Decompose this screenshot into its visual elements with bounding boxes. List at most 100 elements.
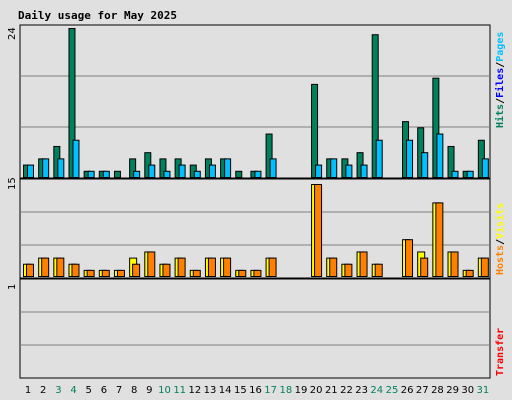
hits-bar-day-20 bbox=[311, 83, 319, 178]
side-legend-pages: Hits/Files/Pages bbox=[494, 32, 506, 128]
files-bar-day-3 bbox=[57, 158, 65, 178]
side-legend-transfer: Transfer bbox=[495, 328, 506, 376]
files-bar-day-28 bbox=[436, 133, 444, 179]
hits-bar-day-10 bbox=[159, 158, 167, 178]
hosts-bar-day-17 bbox=[268, 257, 277, 278]
hosts-bar-day-3 bbox=[56, 257, 65, 278]
hits-bar-day-4 bbox=[68, 28, 76, 178]
hosts-bar-day-11 bbox=[177, 257, 186, 278]
files-bar-day-11 bbox=[178, 164, 186, 178]
files-bar-day-14 bbox=[224, 158, 232, 178]
day-label-4: 4 bbox=[70, 385, 76, 396]
hosts-bar-day-2 bbox=[41, 257, 50, 278]
hosts-bar-day-6 bbox=[101, 269, 110, 278]
y-max-label-transfer: 1 bbox=[7, 284, 18, 290]
files-bar-day-21 bbox=[330, 158, 338, 178]
panel-frame-transfer bbox=[19, 278, 491, 379]
files-bar-day-27 bbox=[421, 152, 429, 179]
legend-hosts: Hosts bbox=[495, 245, 506, 275]
day-label-21: 21 bbox=[325, 385, 338, 396]
hits-bar-day-29 bbox=[447, 145, 455, 178]
files-bar-day-23 bbox=[360, 164, 368, 178]
side-legend-visits: Hosts/Visits bbox=[494, 203, 506, 275]
day-label-1: 1 bbox=[25, 385, 31, 396]
files-bar-day-29 bbox=[451, 170, 459, 179]
files-bar-day-12 bbox=[193, 170, 201, 179]
legend-files: Files bbox=[494, 68, 506, 98]
day-label-14: 14 bbox=[219, 385, 232, 396]
day-label-30: 30 bbox=[461, 385, 474, 396]
files-bar-day-4 bbox=[72, 139, 80, 178]
hosts-bar-day-26 bbox=[405, 239, 414, 277]
hosts-bar-day-13 bbox=[207, 257, 216, 278]
hits-bar-day-8 bbox=[129, 158, 137, 178]
files-bar-day-17 bbox=[269, 158, 277, 178]
hits-bar-day-15 bbox=[235, 170, 243, 179]
legend-pages: Pages bbox=[495, 32, 506, 62]
day-label-3: 3 bbox=[55, 385, 61, 396]
day-label-22: 22 bbox=[340, 385, 353, 396]
files-bar-day-31 bbox=[481, 158, 489, 178]
day-label-11: 11 bbox=[173, 385, 186, 396]
files-bar-day-2 bbox=[42, 158, 50, 178]
hosts-bar-day-22 bbox=[344, 263, 353, 278]
files-bar-day-9 bbox=[148, 164, 156, 178]
hosts-bar-day-14 bbox=[223, 257, 232, 278]
hosts-bar-day-5 bbox=[86, 269, 95, 278]
day-label-19: 19 bbox=[295, 385, 308, 396]
day-label-17: 17 bbox=[264, 385, 277, 396]
y-max-label-pages: 24 bbox=[7, 27, 18, 40]
y-max-label-visits: 15 bbox=[7, 177, 18, 190]
day-label-31: 31 bbox=[477, 385, 490, 396]
files-bar-day-26 bbox=[406, 139, 414, 178]
hits-bar-day-28 bbox=[432, 77, 440, 178]
hits-bar-day-17 bbox=[265, 133, 273, 179]
files-bar-day-20 bbox=[315, 164, 323, 178]
legend-slash: / bbox=[495, 62, 506, 68]
day-label-15: 15 bbox=[234, 385, 247, 396]
day-label-16: 16 bbox=[249, 385, 262, 396]
hosts-bar-day-7 bbox=[116, 269, 125, 278]
chart-panels: 24151Hits/Files/PagesHosts/VisitsTransfe… bbox=[7, 24, 506, 379]
hosts-bar-day-20 bbox=[314, 184, 323, 277]
hits-bar-day-24 bbox=[371, 34, 379, 179]
hosts-bar-day-29 bbox=[450, 251, 459, 277]
hosts-bar-day-9 bbox=[147, 251, 156, 277]
hosts-bar-day-30 bbox=[465, 269, 474, 278]
hosts-bar-day-8 bbox=[132, 263, 141, 278]
legend-transfer: Transfer bbox=[495, 328, 506, 376]
files-bar-day-1 bbox=[27, 164, 34, 178]
files-bar-day-6 bbox=[102, 170, 110, 179]
hits-bar-day-7 bbox=[113, 170, 121, 179]
hosts-bar-day-27 bbox=[420, 257, 429, 278]
legend-slash: / bbox=[495, 98, 506, 104]
day-label-12: 12 bbox=[188, 385, 201, 396]
hosts-bar-day-24 bbox=[374, 263, 383, 278]
day-label-9: 9 bbox=[146, 385, 152, 396]
files-bar-day-30 bbox=[466, 170, 474, 179]
files-bar-day-8 bbox=[133, 170, 141, 179]
day-label-5: 5 bbox=[86, 385, 92, 396]
files-bar-day-10 bbox=[163, 170, 171, 179]
day-label-24: 24 bbox=[370, 385, 383, 396]
files-bar-day-16 bbox=[254, 170, 262, 179]
day-label-7: 7 bbox=[116, 385, 122, 396]
day-label-29: 29 bbox=[446, 385, 459, 396]
day-label-27: 27 bbox=[416, 385, 429, 396]
day-label-26: 26 bbox=[401, 385, 414, 396]
chart-title: Daily usage for May 2025 bbox=[18, 9, 177, 22]
legend-visits: Visits bbox=[494, 203, 506, 239]
hosts-bar-day-28 bbox=[435, 202, 444, 277]
hosts-bar-day-12 bbox=[192, 269, 201, 278]
hosts-bar-day-21 bbox=[329, 257, 338, 278]
legend-hits: Hits bbox=[494, 104, 506, 128]
hosts-bar-day-31 bbox=[480, 257, 489, 278]
hosts-bar-day-1 bbox=[26, 263, 34, 278]
files-bar-day-24 bbox=[375, 139, 383, 178]
day-label-2: 2 bbox=[40, 385, 46, 396]
day-label-8: 8 bbox=[131, 385, 137, 396]
day-label-13: 13 bbox=[204, 385, 217, 396]
hosts-bar-day-15 bbox=[238, 269, 247, 278]
day-label-23: 23 bbox=[355, 385, 368, 396]
